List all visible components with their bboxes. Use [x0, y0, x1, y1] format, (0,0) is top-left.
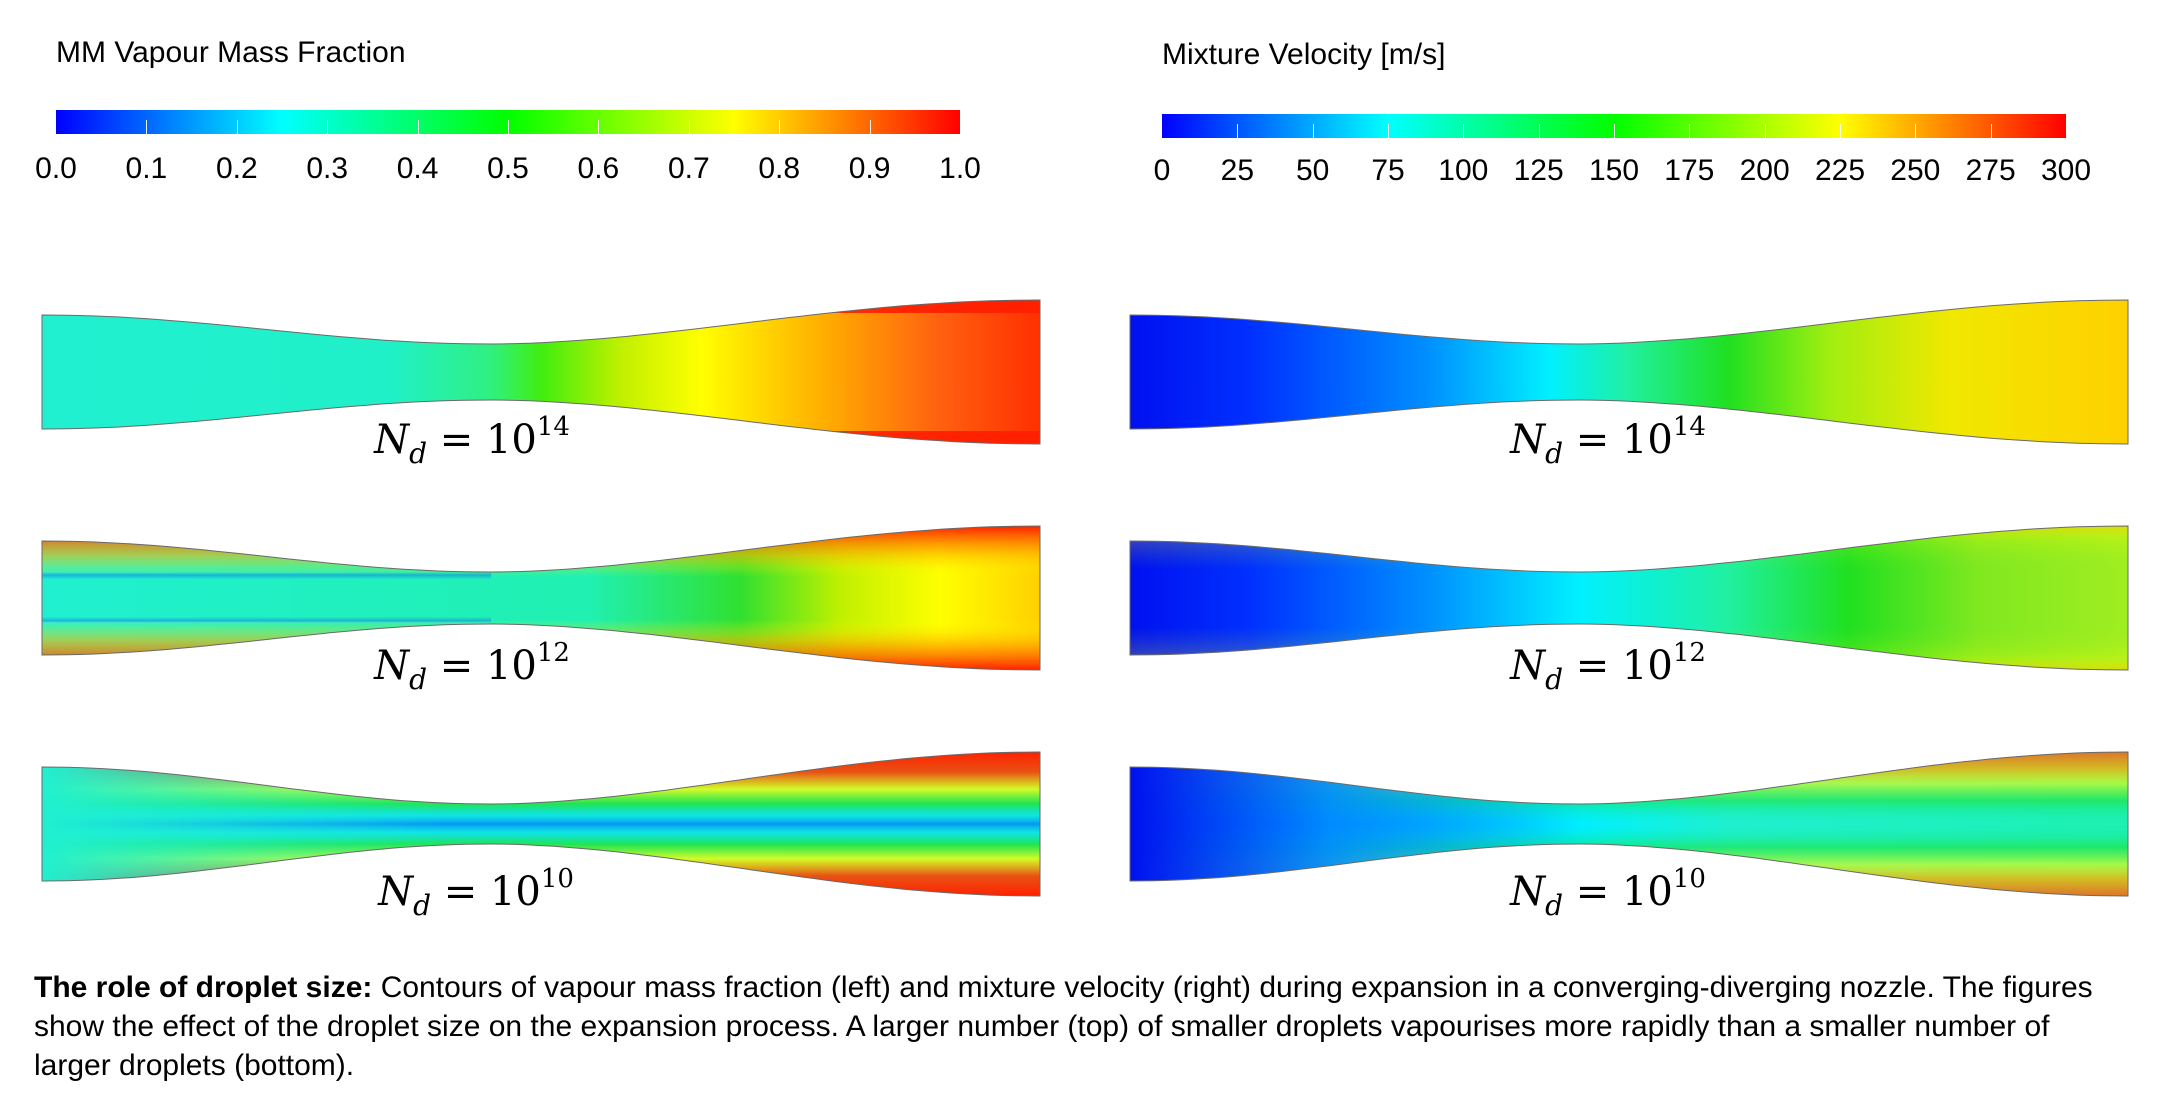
- vapour-fraction-nozzle-row3-outline: [41, 751, 1041, 897]
- colorbar-tick-label: 1.0: [939, 152, 981, 185]
- colorbar-tick-label: 0.2: [215, 152, 258, 185]
- nozzle-contour-figure: [41, 299, 2129, 897]
- colorbar-tick-label: 175: [1664, 154, 1715, 187]
- vapour-mass-fraction-tick-labels: 0.0 0.1 0.2 0.3 0.4 0.5 0.6 0.7 0.8 0.9 1.0: [35, 152, 981, 188]
- colorbar-tick: [1388, 124, 1389, 138]
- caption-text: Contours of vapour mass fraction (left) …: [34, 971, 2093, 1082]
- colorbar-tick-label: 125: [1513, 154, 1564, 187]
- caption-heading: The role of droplet size:: [34, 971, 373, 1004]
- colorbar-tick: [1463, 124, 1465, 138]
- vapour-fraction-nozzle-row1-outline: [41, 299, 1041, 445]
- mixture-velocity-colorbar-title: Mixture Velocity [m/s]: [1162, 38, 1446, 71]
- colorbar-tick: [146, 120, 148, 134]
- colorbar-tick: [598, 120, 600, 134]
- colorbar-tick-label: 0.4: [396, 152, 439, 185]
- colorbar-tick: [1990, 124, 1992, 138]
- colorbar-tick: [508, 120, 509, 134]
- mixture-velocity-colorbar-ticks: [1162, 124, 2066, 138]
- colorbar-tick: [236, 120, 238, 134]
- colorbar-tick-label: 0.0: [35, 152, 77, 185]
- colorbar-tick-label: 225: [1814, 154, 1866, 187]
- colorbar-tick: [327, 120, 329, 134]
- colorbar-tick-label: 150: [1588, 154, 1640, 187]
- colorbar-tick-label: 275: [1965, 154, 2016, 187]
- velocity-nozzle-row1-outline: [1129, 299, 2129, 445]
- figure-caption: The role of droplet size: Contours of va…: [34, 968, 2124, 1085]
- colorbar-tick-label: 0.6: [577, 152, 620, 185]
- colorbar-tick-label: 0.5: [487, 152, 529, 185]
- nd-label-left-row1: Nd = 1014: [374, 412, 570, 470]
- colorbar-tick-label: 0.1: [125, 152, 168, 185]
- colorbar-tick: [1538, 124, 1540, 138]
- colorbar-tick-label: 0.3: [306, 152, 349, 185]
- colorbar-tick-label: 50: [1295, 154, 1330, 187]
- colorbar-tick: [1312, 124, 1314, 138]
- vapour-fraction-nozzle-row2-outline: [41, 525, 1041, 671]
- colorbar-tick-label: 0.8: [758, 152, 801, 185]
- colorbar-tick-label: 0: [1153, 154, 1171, 187]
- velocity-nozzle-row3-outline: [1129, 751, 2129, 897]
- colorbar-tick: [779, 120, 781, 134]
- colorbar-tick: [1614, 124, 1615, 138]
- colorbar-tick: [1689, 124, 1691, 138]
- vapour-mass-fraction-colorbar-ticks: [56, 120, 960, 134]
- velocity-nozzle-row2-outline: [1129, 525, 2129, 671]
- colorbar-tick: [1764, 124, 1766, 138]
- colorbar-tick-label: 25: [1220, 154, 1255, 187]
- colorbar-tick: [1840, 124, 1841, 138]
- colorbar-tick: [1915, 124, 1917, 138]
- colorbar-tick: [1237, 124, 1239, 138]
- colorbar-tick-label: 100: [1438, 154, 1489, 187]
- colorbar-tick-label: 0.9: [848, 152, 891, 185]
- vapour-mass-fraction-colorbar-title: MM Vapour Mass Fraction: [56, 36, 406, 69]
- nd-label-right-row3: Nd = 1010: [1510, 864, 1706, 922]
- colorbar-tick-label: 75: [1371, 154, 1405, 187]
- colorbar-tick-label: 200: [1739, 154, 1790, 187]
- nd-label-left-row3: Nd = 1010: [378, 864, 574, 922]
- colorbar-tick: [417, 120, 419, 134]
- colorbar-tick: [869, 120, 871, 134]
- nd-label-right-row1: Nd = 1014: [1510, 412, 1706, 470]
- mixture-velocity-tick-labels: 0 25 50 75 100 125 150 175 200 225 250 275 300: [1154, 154, 2091, 190]
- nd-label-left-row2: Nd = 1012: [374, 638, 570, 696]
- colorbar-tick-label: 250: [1890, 154, 1941, 187]
- colorbar-tick-label: 300: [2040, 154, 2092, 187]
- nd-label-right-row2: Nd = 1012: [1510, 638, 1706, 696]
- colorbar-tick: [688, 120, 690, 134]
- colorbar-tick-label: 0.7: [667, 152, 710, 185]
